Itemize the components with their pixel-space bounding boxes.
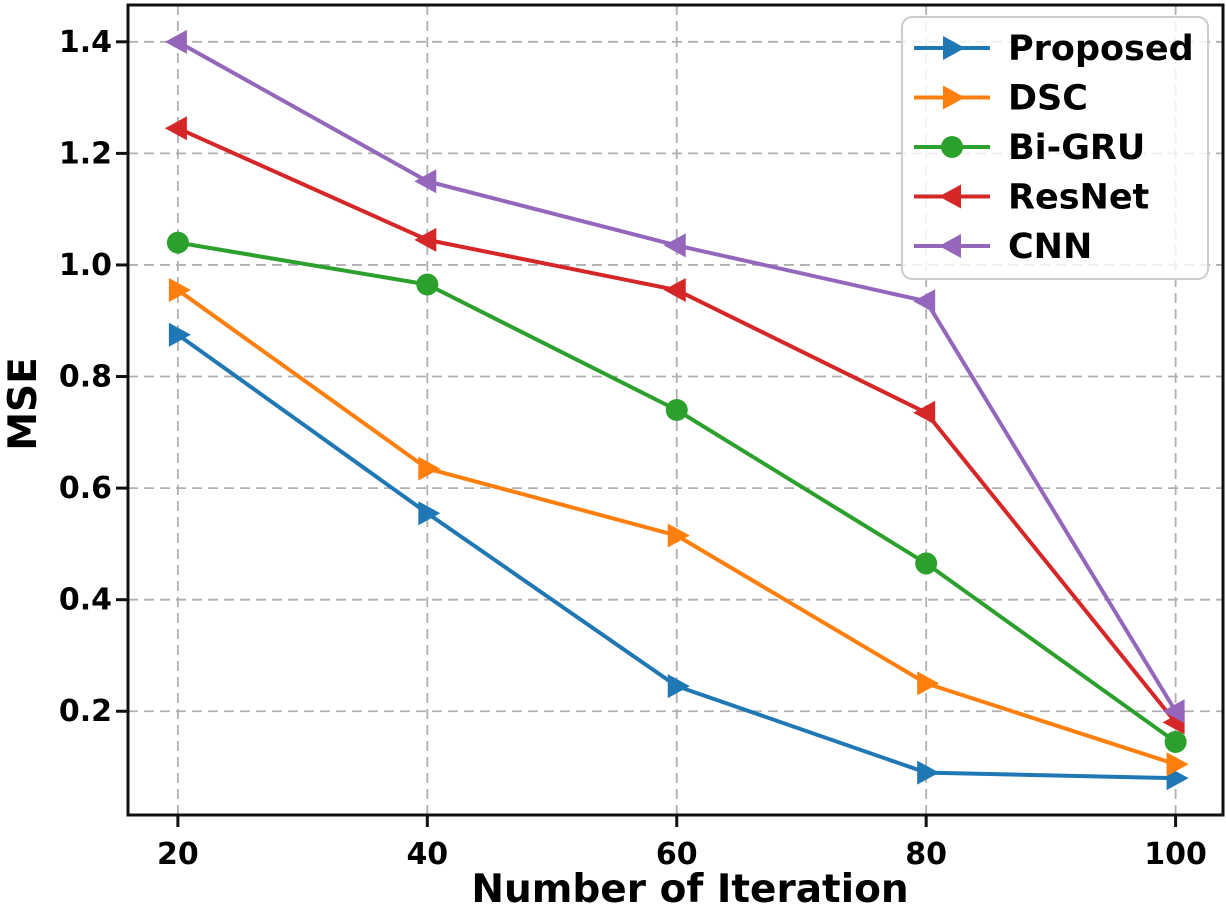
series-dsc [168,278,1189,777]
series-marker [416,273,439,296]
series-marker [1164,730,1187,753]
series-marker [164,29,187,54]
series-marker [913,400,936,425]
series-bi-gru [166,231,1187,753]
series-marker [414,227,437,252]
series-marker [168,322,191,347]
x-axis-label: Number of Iteration [471,867,908,908]
axis-ticks [116,40,1178,827]
series-marker [917,760,940,785]
series-marker [667,523,690,548]
y-axis-label: MSE [1,357,46,451]
series-marker [667,674,690,699]
legend-label: Proposed [1008,29,1194,69]
legend-item-bi-gru: Bi-GRU [914,128,1145,168]
legend-item-proposed: Proposed [914,29,1194,69]
y-tick-label: 0.4 [59,583,112,618]
series-marker [166,231,189,254]
series-marker [913,289,936,314]
legend-label: CNN [1008,227,1092,267]
series-marker [418,501,441,526]
legend-label: DSC [1008,79,1088,119]
legend-item-resnet: ResNet [914,178,1149,218]
y-tick-label: 0.6 [59,471,112,506]
x-tick-label: 100 [1144,837,1207,872]
legend-marker [941,136,963,158]
legend-item-dsc: DSC [914,79,1088,119]
x-tick-label: 60 [656,837,698,872]
legend-marker [939,184,961,209]
legend-marker [943,85,965,110]
legend: Proposed DSC Bi-GRU ResNet CNN [901,16,1209,280]
x-tick-label: 80 [905,837,947,872]
y-tick-label: 0.8 [59,360,112,395]
series-marker [663,278,686,303]
tick-labels: 20 40 60 80 100 0.2 0.4 0.6 0.8 1.0 1.2 1.4 [59,25,1207,872]
y-tick-label: 1.0 [59,248,112,283]
legend-marker [943,36,965,60]
legend-box [901,16,1209,280]
series-marker [168,278,191,303]
series-cnn [164,29,1185,724]
legend-item-cnn: CNN [914,227,1092,267]
series-marker [663,233,686,258]
legend-label: ResNet [1008,178,1149,218]
series-marker [1166,752,1189,777]
series-marker [915,552,938,575]
series-marker [1162,699,1185,724]
y-tick-label: 1.2 [59,136,112,171]
series-marker [917,671,940,696]
series-marker [665,399,688,421]
series-marker [164,116,187,141]
series-group [164,29,1189,791]
series-marker [418,456,441,481]
series-marker [414,169,437,194]
legend-marker [939,234,961,258]
x-tick-label: 40 [406,837,448,872]
x-tick-label: 20 [157,837,199,872]
legend-label: Bi-GRU [1008,128,1145,168]
y-tick-label: 1.4 [59,25,112,60]
y-tick-label: 0.2 [59,694,112,729]
